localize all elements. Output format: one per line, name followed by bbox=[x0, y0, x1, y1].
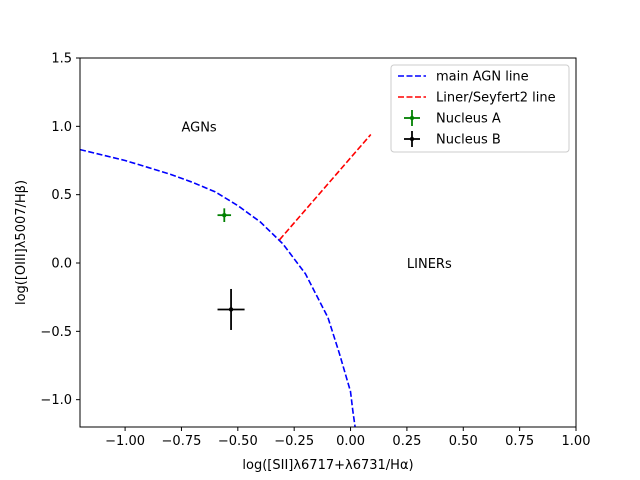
legend-main-agn: main AGN line bbox=[398, 70, 529, 85]
point-marker bbox=[228, 307, 234, 312]
annotations: AGNs LINERs bbox=[181, 120, 452, 272]
nucleus-a-point bbox=[217, 208, 232, 222]
x-tick-label: −0.75 bbox=[162, 434, 202, 449]
x-axis-label: log([SII]λ6717+λ6731/Hα) bbox=[242, 458, 413, 473]
y-tick-label: −1.0 bbox=[40, 393, 72, 408]
legend-label: Nucleus A bbox=[436, 112, 501, 127]
x-tick-label: 0.50 bbox=[449, 434, 478, 449]
legend-label: Nucleus B bbox=[436, 133, 501, 148]
legend-nucleus-b: Nucleus B bbox=[404, 131, 501, 148]
x-tick-label: −0.50 bbox=[218, 434, 258, 449]
nucleus-b-point bbox=[217, 288, 245, 330]
legend-liner-seyfert2: Liner/Seyfert2 line bbox=[398, 91, 556, 106]
point-marker bbox=[222, 212, 227, 218]
x-tick-label: 0.75 bbox=[505, 434, 534, 449]
x-tick-label: 1.00 bbox=[562, 434, 591, 449]
legend-label: Liner/Seyfert2 line bbox=[436, 91, 556, 106]
legend-box bbox=[390, 64, 570, 153]
legend-swatch-marker bbox=[409, 136, 415, 142]
y-tick-label: 1.5 bbox=[51, 52, 72, 67]
plot-frame bbox=[79, 57, 577, 428]
legend-swatch-marker bbox=[409, 115, 415, 121]
annotation-agns: AGNs bbox=[181, 120, 216, 135]
curves bbox=[80, 133, 372, 427]
annotation-liners: LINERs bbox=[407, 257, 452, 272]
y-tick-label: 0.5 bbox=[51, 188, 72, 203]
y-tick-label: 0.0 bbox=[51, 257, 72, 272]
main-agn-line bbox=[80, 148, 356, 427]
x-tick-label: −0.25 bbox=[274, 434, 314, 449]
axis-ticks: −1.00 −0.75 −0.50 −0.25 0.00 0.25 0.50 0.75 1.00… bbox=[40, 52, 590, 450]
x-tick-label: 0.00 bbox=[336, 434, 365, 449]
y-tick-label: 1.0 bbox=[51, 120, 72, 135]
legend-label: main AGN line bbox=[436, 70, 529, 85]
legend: main AGN line Liner/Seyfert2 line Nucleus … bbox=[390, 64, 570, 153]
y-tick-label: −0.5 bbox=[40, 325, 72, 340]
x-tick-label: −1.00 bbox=[105, 434, 145, 449]
x-tick-label: 0.25 bbox=[392, 434, 421, 449]
liner-seyfert2-line bbox=[278, 133, 372, 241]
data-points bbox=[217, 208, 245, 330]
y-axis-label: log([OIII]λ5007/Hβ) bbox=[14, 180, 29, 305]
legend-nucleus-a: Nucleus A bbox=[404, 110, 501, 127]
